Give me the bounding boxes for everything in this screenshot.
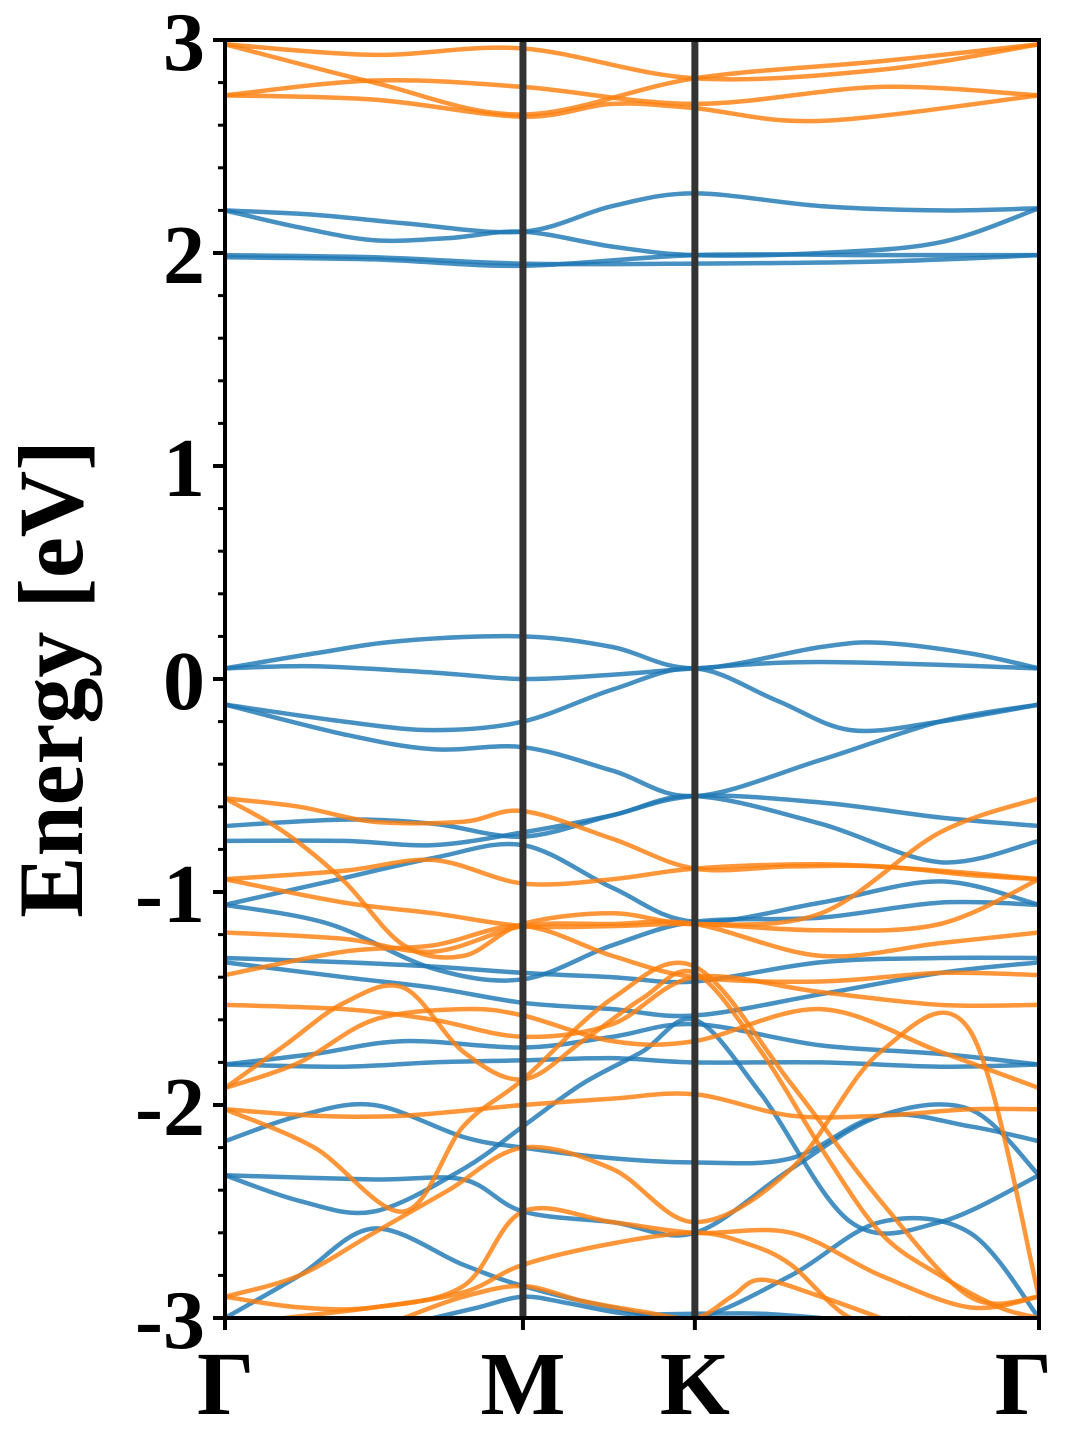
band-line-21 [431,1294,824,1318]
band-line-36 [225,968,1039,1318]
band-line-22 [225,42,1039,82]
x-tick-label-M: M [480,1335,565,1434]
x-tick-label-Γ: Γ [995,1335,1052,1434]
band-line-27 [225,796,1039,960]
y-tick-label: -2 [135,1061,205,1154]
band-line-7 [225,666,1039,734]
y-axis-label: Energy [eV] [0,440,102,918]
band-line-4 [225,252,1039,269]
y-tick-label: 0 [163,635,205,728]
band-line-33 [225,1006,1039,1091]
band-line-1 [225,191,1039,235]
band-line-32 [225,973,1039,1040]
x-tick-label-K: K [660,1335,730,1434]
y-tick-label: 2 [163,209,205,302]
high-symmetry-lines [519,40,699,1318]
band-line-18 [225,1102,1039,1238]
band-line-12 [225,899,1039,983]
bands-layer [225,42,1039,1318]
band-line-35 [225,960,1039,1307]
band-line-28 [225,857,1039,887]
band-line-39 [282,1230,913,1318]
band-line-31 [225,923,1039,984]
band-line-15 [225,1021,1039,1067]
band-line-14 [225,960,1039,1019]
band-line-16 [225,1055,1039,1069]
y-tick-label: -3 [135,1274,205,1367]
x-tick-label-Γ: Γ [197,1335,254,1434]
band-line-6 [225,659,1039,682]
band-line-13 [225,955,1039,985]
y-tick-label: 1 [163,422,205,515]
y-tick-label: 3 [163,0,205,89]
band-line-11 [225,841,1039,925]
band-line-30 [225,919,1039,959]
band-line-2 [225,206,1039,258]
band-line-37 [225,1010,1039,1299]
band-line-19 [225,1016,1039,1236]
band-line-24 [225,77,1039,107]
band-line-5 [225,633,1039,671]
band-line-25 [225,93,1039,124]
band-line-10 [225,793,1039,865]
band-line-8 [225,702,1039,799]
y-axis: -3 -2 -1 0 1 2 3 [135,0,225,1367]
band-line-34 [225,1091,1039,1120]
y-tick-label: -1 [135,848,205,941]
